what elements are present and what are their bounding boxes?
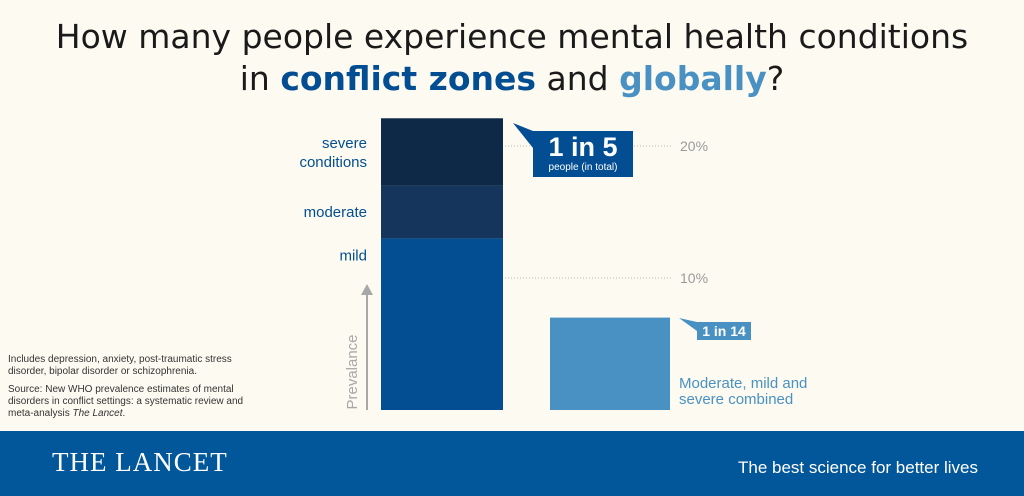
note-conditions: Includes depression, anxiety, post-traum… bbox=[8, 354, 232, 377]
source-text: Source: New WHO prevalence estimates of … bbox=[8, 384, 244, 419]
footer-tagline: The best science for better lives bbox=[737, 458, 978, 477]
lancet-logo: THE LANCET bbox=[52, 447, 228, 477]
bar-conflict-segment-moderate bbox=[381, 185, 503, 239]
callout-conflict-box bbox=[513, 123, 633, 177]
callout-global-value: 1 in 14 bbox=[702, 323, 746, 339]
source-suffix: . bbox=[122, 408, 126, 419]
callout-global-box bbox=[679, 318, 751, 340]
title-suffix: ? bbox=[766, 59, 785, 98]
bar-conflict-segment-mild bbox=[381, 238, 503, 410]
title-line-1: How many people experience mental health… bbox=[55, 17, 969, 56]
title-connector: and bbox=[536, 59, 620, 98]
title-prefix: in bbox=[239, 59, 281, 98]
title-highlight-global: globally bbox=[619, 59, 767, 98]
label-mild: mild bbox=[339, 247, 367, 264]
bar-global bbox=[550, 317, 670, 410]
label-combined-1: severe combined bbox=[679, 391, 793, 408]
title-highlight-conflict: conflict zones bbox=[280, 59, 537, 98]
label-combined-0: Moderate, mild and bbox=[679, 375, 807, 392]
prevalence-chart: 20% 10% severe conditions moderate mild Modera… bbox=[299, 118, 807, 410]
label-severe-0: severe bbox=[322, 135, 367, 152]
callout-conflict-caption: people (in total) bbox=[549, 162, 618, 173]
bar-conflict-segment-severe-conditions bbox=[381, 118, 503, 186]
y-tick-label-1: 10% bbox=[680, 270, 708, 286]
label-moderate: moderate bbox=[304, 204, 367, 221]
footer-bar: THE LANCET The best science for better l… bbox=[0, 431, 1024, 496]
callout-conflict-value: 1 in 5 bbox=[548, 132, 617, 162]
source-journal: The Lancet bbox=[72, 408, 123, 419]
y-axis-arrowhead bbox=[361, 284, 373, 295]
note-source: Source: New WHO prevalence estimates of … bbox=[8, 384, 258, 420]
footnotes: Includes depression, anxiety, post-traum… bbox=[8, 354, 258, 426]
y-axis-label: Prevalance bbox=[344, 334, 361, 409]
label-severe-1: conditions bbox=[299, 154, 367, 171]
y-tick-label-0: 20% bbox=[680, 138, 708, 154]
chart-title: How many people experience mental health… bbox=[0, 16, 1024, 100]
title-line-2: in conflict zones and globally? bbox=[0, 58, 1024, 100]
